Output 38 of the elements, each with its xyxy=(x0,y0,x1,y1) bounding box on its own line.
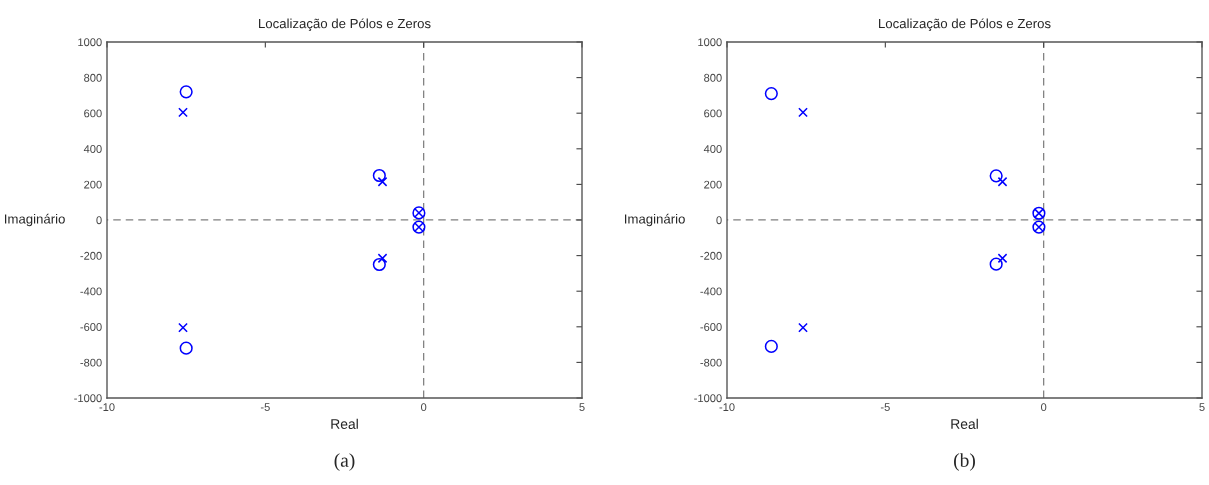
y-tick-label: -1000 xyxy=(694,394,722,403)
y-tick-label: 400 xyxy=(83,145,102,153)
y-tick-label: 200 xyxy=(704,180,722,189)
x-tick-label: -10 xyxy=(719,403,735,412)
chart-title: Localização de Pólos e Zeros xyxy=(259,18,431,31)
y-tick-label: -200 xyxy=(80,251,102,260)
y-tick-label: 200 xyxy=(84,180,102,189)
y-tick-label: -600 xyxy=(700,323,722,331)
y-tick-label: -200 xyxy=(700,251,722,260)
y-tick-label: -800 xyxy=(700,358,722,367)
y-tick-label: 1000 xyxy=(698,38,722,47)
y-axis-title: Imaginário xyxy=(625,213,685,227)
y-tick-label: -1000 xyxy=(74,394,102,403)
x-tick-label: 5 xyxy=(579,403,585,412)
y-tick-label: 600 xyxy=(704,109,722,118)
y-axis-title: Imaginário xyxy=(5,213,65,227)
y-tick-label: 600 xyxy=(84,109,102,118)
x-tick-label: -10 xyxy=(99,403,115,412)
y-tick-label: -400 xyxy=(80,287,102,296)
y-tick-label: 1000 xyxy=(78,38,102,47)
x-tick-label: 5 xyxy=(1199,403,1205,412)
text: (b) xyxy=(954,453,975,471)
x-axis-title: Real xyxy=(951,418,978,429)
x-tick-label: -5 xyxy=(880,403,890,412)
y-tick-label: 0 xyxy=(716,216,722,225)
x-tick-label: -5 xyxy=(260,403,270,412)
y-tick-label: -400 xyxy=(700,287,722,296)
y-tick-label: -600 xyxy=(80,323,102,331)
y-tick-label: 800 xyxy=(704,73,722,82)
x-axis-title: Real xyxy=(331,418,358,429)
y-tick-label: 0 xyxy=(96,216,102,225)
x-tick-label: 0 xyxy=(421,403,427,412)
y-tick-label: 400 xyxy=(703,145,722,153)
y-tick-label: 800 xyxy=(84,73,102,82)
text: (a) xyxy=(334,453,355,471)
y-tick-label: -800 xyxy=(80,358,102,367)
x-tick-label: 0 xyxy=(1041,403,1047,412)
chart-title: Localização de Pólos e Zeros xyxy=(879,18,1051,31)
